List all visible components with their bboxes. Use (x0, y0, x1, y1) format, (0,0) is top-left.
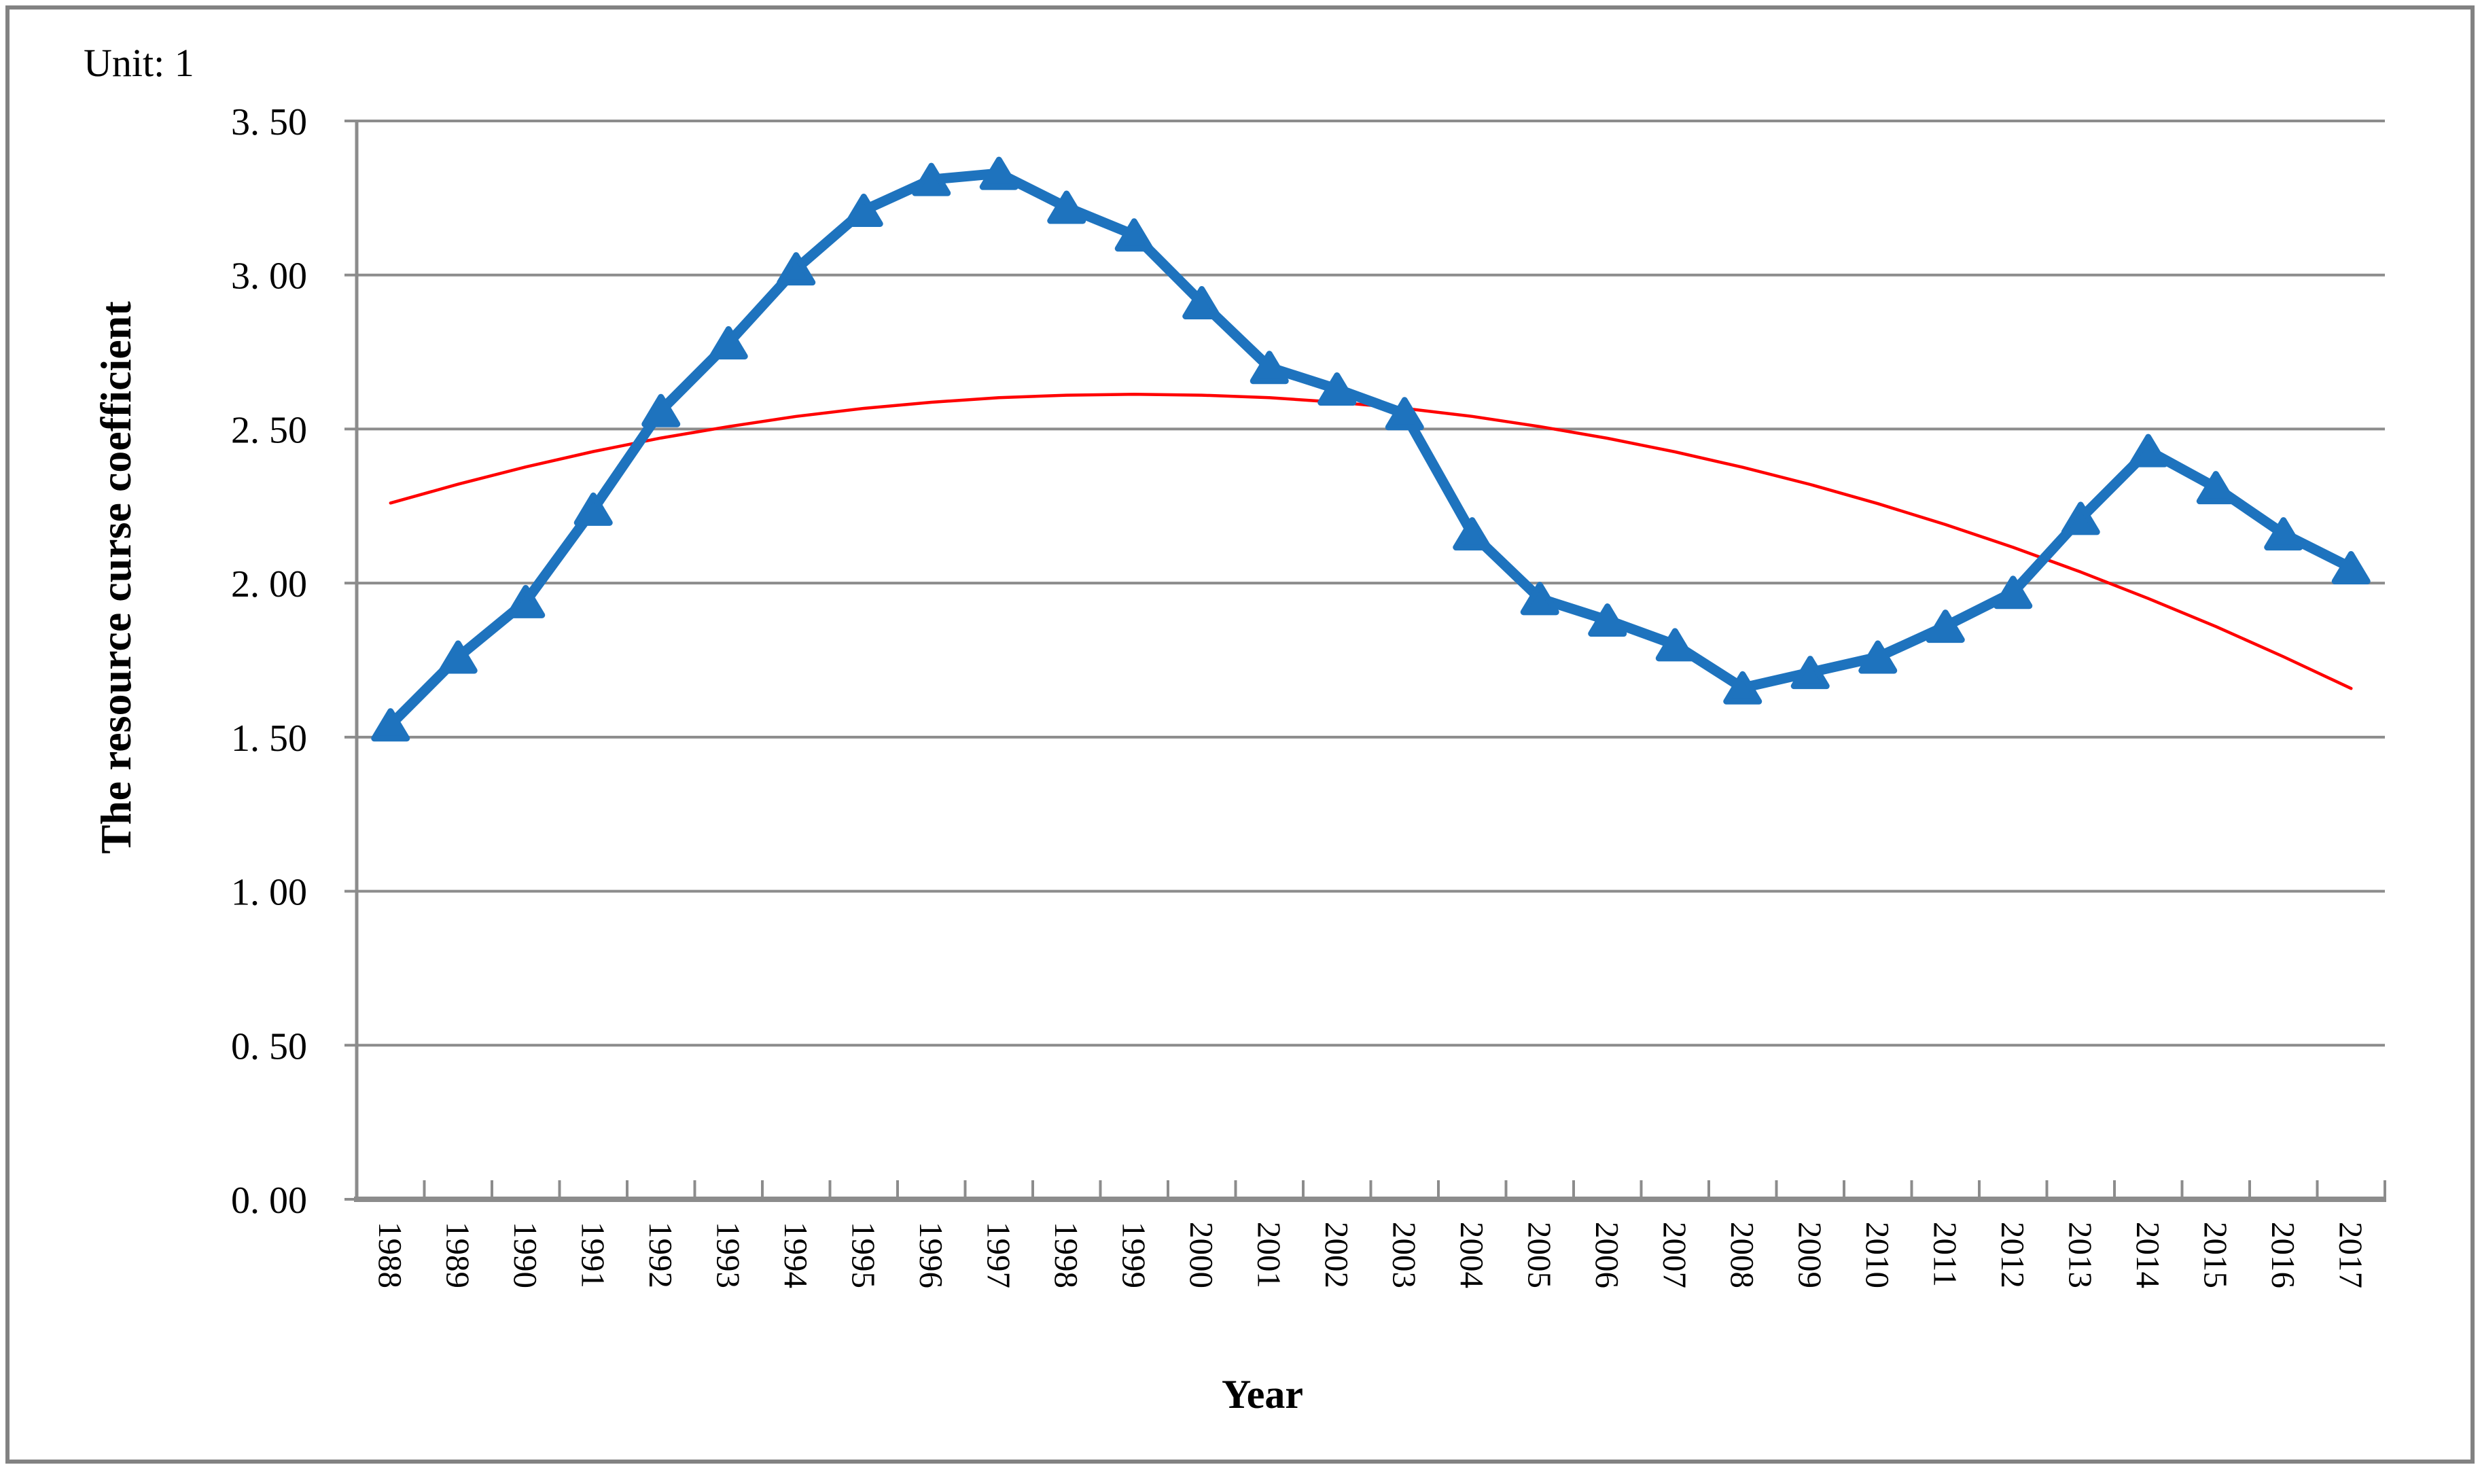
x-tick-label: 1998 (1048, 1222, 1085, 1288)
series-marker-triangle (777, 252, 816, 286)
x-tick-label: 2001 (1250, 1222, 1288, 1288)
series-marker-triangle (1520, 582, 1559, 616)
series-marker-triangle (1047, 190, 1086, 224)
y-tick-label: 0. 50 (231, 1025, 307, 1067)
x-tick-label: 2010 (1859, 1222, 1896, 1288)
x-tick-label: 2006 (1589, 1222, 1626, 1288)
y-tick-label: 0. 00 (231, 1180, 307, 1222)
x-tick-label: 1988 (372, 1222, 409, 1288)
y-axis-title: The resource curse coefficient (92, 301, 140, 854)
y-tick-label: 3. 50 (231, 101, 307, 143)
series-marker-triangle (1317, 372, 1357, 406)
x-tick-label: 1999 (1115, 1222, 1152, 1288)
x-tick-label: 2004 (1453, 1222, 1491, 1288)
series-marker-triangle (2196, 471, 2235, 505)
series-marker-triangle (1250, 351, 1289, 385)
x-tick-label: 1993 (709, 1222, 747, 1288)
series-marker-triangle (641, 393, 681, 427)
x-tick-label: 2016 (2265, 1222, 2302, 1288)
series-marker-triangle (1858, 640, 1898, 674)
x-tick-label: 2012 (1994, 1222, 2032, 1288)
series-marker-triangle (709, 325, 748, 359)
series-marker-triangle (573, 492, 613, 526)
series-marker-triangle (912, 162, 951, 196)
series-marker-triangle (1994, 576, 2033, 610)
series-marker-triangle (1926, 610, 1965, 643)
series-marker-triangle (1385, 397, 1424, 431)
series-marker-triangle (506, 584, 546, 618)
series-marker-triangle (979, 156, 1018, 190)
x-tick-label: 1995 (845, 1222, 882, 1288)
x-tick-label: 2017 (2332, 1222, 2369, 1288)
x-tick-label: 2005 (1521, 1222, 1558, 1288)
x-tick-label: 2015 (2197, 1222, 2234, 1288)
x-tick-label: 1997 (980, 1222, 1017, 1288)
x-tick-label: 2011 (1926, 1222, 1964, 1287)
x-tick-label: 2002 (1318, 1222, 1356, 1288)
x-tick-label: 2014 (2129, 1222, 2167, 1288)
x-tick-label: 2007 (1656, 1222, 1693, 1288)
x-tick-label: 1996 (913, 1222, 950, 1288)
x-tick-label: 1991 (574, 1222, 612, 1288)
x-tick-label: 2003 (1385, 1222, 1423, 1288)
x-tick-label: 1994 (777, 1222, 815, 1288)
series-marker-triangle (1655, 628, 1695, 662)
series-marker-triangle (2129, 434, 2168, 467)
series-marker-triangle (2264, 517, 2303, 551)
series-marker-triangle (2061, 501, 2100, 535)
y-tick-label: 1. 50 (231, 718, 307, 760)
series-marker-triangle (2331, 550, 2371, 584)
unit-label: Unit: 1 (84, 41, 194, 85)
y-tick-label: 2. 00 (231, 563, 307, 605)
series-marker-triangle (1790, 656, 1830, 690)
x-tick-label: 2009 (1791, 1222, 1828, 1288)
x-tick-label: 1992 (642, 1222, 679, 1288)
x-tick-label: 2008 (1724, 1222, 1761, 1288)
y-tick-label: 2. 50 (231, 409, 307, 451)
series-marker-triangle (1182, 286, 1222, 320)
series-marker-triangle (371, 708, 410, 742)
y-tick-label: 3. 00 (231, 255, 307, 298)
series-marker-triangle (1453, 517, 1492, 551)
series-marker-triangle (1723, 671, 1762, 705)
y-tick-label: 1. 00 (231, 872, 307, 914)
x-tick-label: 2013 (2061, 1222, 2099, 1288)
x-tick-label: 2000 (1183, 1222, 1220, 1288)
series-marker-triangle (844, 193, 883, 227)
x-axis-title: Year (1222, 1372, 1303, 1417)
x-tick-label: 1989 (439, 1222, 476, 1288)
x-tick-label: 1990 (507, 1222, 544, 1288)
figure-border (5, 5, 2475, 1464)
series-line (385, 168, 2356, 730)
series-marker-triangle (1114, 218, 1154, 252)
series-marker-triangle (438, 640, 478, 674)
series-marker-triangle (1588, 603, 1627, 637)
